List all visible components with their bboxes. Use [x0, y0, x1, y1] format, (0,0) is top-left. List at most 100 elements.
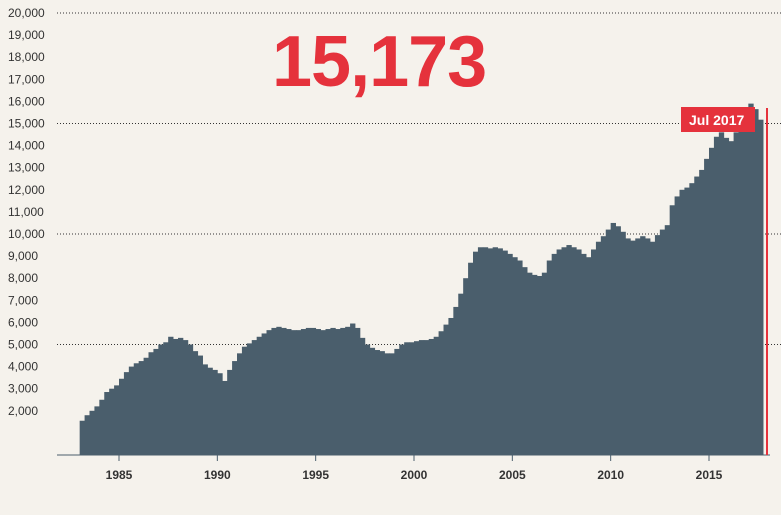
y-tick-label: 17,000: [8, 72, 45, 86]
data-bar: [300, 329, 307, 455]
data-bar: [133, 363, 140, 455]
data-bar: [281, 327, 287, 455]
data-bar: [399, 344, 405, 455]
data-bar: [728, 141, 734, 455]
data-bar: [374, 350, 380, 455]
data-bar: [340, 327, 346, 455]
data-bar: [428, 338, 435, 455]
data-bar: [438, 331, 444, 455]
data-bar: [271, 327, 277, 455]
data-bar: [261, 333, 267, 455]
data-bar: [527, 272, 533, 455]
data-bar: [561, 247, 567, 455]
data-bar: [645, 238, 651, 455]
data-bar: [99, 399, 105, 455]
data-bar: [94, 406, 100, 455]
data-bar: [350, 323, 356, 455]
data-bar: [546, 260, 553, 455]
data-bar: [679, 189, 685, 456]
y-tick-label: 2,000: [8, 404, 38, 418]
data-bar: [251, 340, 258, 455]
data-bar: [433, 336, 439, 455]
x-tick-label: 2000: [401, 468, 428, 482]
y-tick-label: 4,000: [8, 360, 38, 374]
y-tick-label: 18,000: [8, 50, 45, 64]
data-bar: [315, 329, 321, 455]
data-bar: [497, 248, 503, 455]
data-bar: [581, 253, 587, 455]
data-bar: [443, 324, 449, 455]
x-tick-label: 1985: [106, 468, 133, 482]
y-tick-label: 14,000: [8, 139, 45, 153]
data-bar: [168, 336, 174, 455]
data-bar: [143, 357, 149, 455]
data-bar: [699, 169, 705, 455]
data-bar: [84, 415, 90, 455]
data-bar: [212, 369, 218, 455]
data-bar: [482, 247, 489, 455]
data-bar: [227, 369, 233, 455]
x-axis-ticks: 1985 1990 1995 2000 2005 2010 2015: [106, 455, 723, 482]
data-bar: [468, 262, 474, 455]
data-bar: [536, 275, 543, 455]
y-tick-label: 8,000: [8, 271, 38, 285]
data-bar: [551, 253, 557, 455]
data-bar: [119, 378, 125, 455]
data-bar: [492, 247, 498, 455]
latest-callout: Jul 2017: [681, 107, 768, 455]
data-bar: [320, 330, 326, 455]
data-bar: [591, 249, 597, 455]
data-bar: [394, 348, 400, 455]
data-bar: [109, 388, 115, 455]
data-bar: [178, 337, 184, 455]
data-bar: [359, 337, 366, 455]
y-tick-label: 7,000: [8, 293, 38, 307]
data-bar: [477, 247, 484, 455]
y-tick-label: 5,000: [8, 338, 38, 352]
data-bar: [674, 196, 680, 455]
data-bar: [448, 317, 454, 455]
data-bar: [595, 241, 602, 455]
data-bar: [153, 348, 159, 455]
data-bar: [659, 229, 666, 455]
data-bar: [369, 347, 376, 455]
data-bar: [345, 326, 351, 455]
data-bar: [669, 205, 675, 455]
data-bar: [738, 121, 744, 455]
data-bar: [163, 342, 169, 455]
data-bar: [704, 158, 710, 456]
data-bar: [541, 272, 548, 455]
data-bar: [286, 329, 292, 455]
data-bar: [517, 260, 523, 455]
data-bar: [532, 274, 538, 455]
data-bar: [463, 278, 469, 455]
y-tick-label: 19,000: [8, 28, 45, 42]
callout-box: [681, 107, 755, 132]
data-bar: [640, 236, 646, 455]
data-bar: [241, 346, 248, 455]
y-tick-label: 3,000: [8, 382, 38, 396]
data-bar: [418, 340, 425, 455]
data-bar: [291, 330, 297, 455]
data-bar: [89, 410, 95, 455]
data-bar: [753, 109, 759, 455]
data-bar: [404, 342, 410, 455]
data-bar: [207, 367, 213, 455]
data-bar: [114, 385, 120, 455]
data-bar: [379, 351, 385, 455]
data-bar: [217, 373, 223, 455]
data-bar: [654, 235, 661, 455]
data-bar: [605, 229, 612, 455]
data-bars: [79, 103, 764, 456]
data-bar: [237, 353, 243, 455]
data-bar: [610, 222, 616, 455]
data-bar: [758, 119, 764, 455]
data-bar: [335, 329, 341, 455]
y-tick-label: 13,000: [8, 161, 45, 175]
data-bar: [743, 112, 749, 455]
data-bar: [423, 340, 430, 455]
data-bar: [625, 238, 631, 455]
data-bar: [187, 344, 194, 455]
data-bar: [222, 380, 228, 455]
